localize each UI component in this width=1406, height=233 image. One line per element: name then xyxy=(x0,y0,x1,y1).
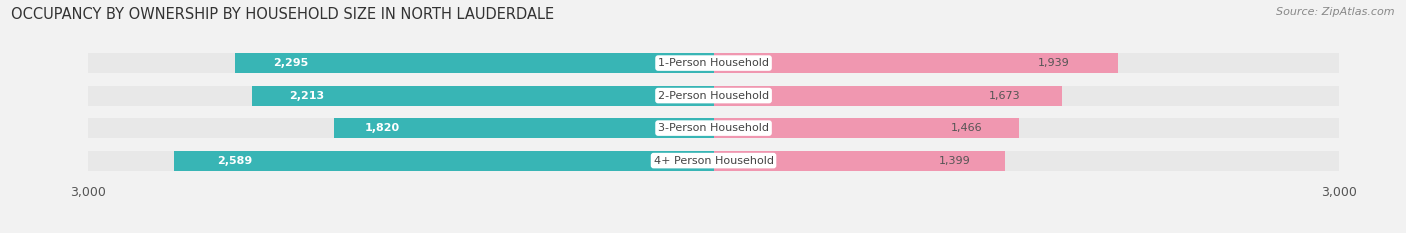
Text: 3-Person Household: 3-Person Household xyxy=(658,123,769,133)
Bar xyxy=(713,118,1339,138)
Text: Source: ZipAtlas.com: Source: ZipAtlas.com xyxy=(1277,7,1395,17)
Text: 1,939: 1,939 xyxy=(1038,58,1069,68)
Bar xyxy=(89,53,713,73)
Bar xyxy=(89,86,713,106)
Text: 1-Person Household: 1-Person Household xyxy=(658,58,769,68)
Text: 1,466: 1,466 xyxy=(950,123,983,133)
Text: OCCUPANCY BY OWNERSHIP BY HOUSEHOLD SIZE IN NORTH LAUDERDALE: OCCUPANCY BY OWNERSHIP BY HOUSEHOLD SIZE… xyxy=(11,7,554,22)
Text: 2-Person Household: 2-Person Household xyxy=(658,91,769,101)
Bar xyxy=(252,86,713,106)
Text: 2,589: 2,589 xyxy=(217,156,252,166)
Bar xyxy=(89,118,713,138)
Text: 1,820: 1,820 xyxy=(364,123,399,133)
Bar xyxy=(713,53,1339,73)
Bar xyxy=(89,151,713,171)
Text: 2,295: 2,295 xyxy=(274,58,309,68)
Bar xyxy=(713,118,1019,138)
Text: 1,399: 1,399 xyxy=(938,156,970,166)
Bar xyxy=(713,86,1339,106)
Bar xyxy=(713,151,1339,171)
Bar xyxy=(174,151,713,171)
Bar xyxy=(713,53,1118,73)
Text: 1,673: 1,673 xyxy=(988,91,1021,101)
Bar xyxy=(335,118,713,138)
Text: 2,213: 2,213 xyxy=(290,91,325,101)
Text: 4+ Person Household: 4+ Person Household xyxy=(654,156,773,166)
Bar xyxy=(235,53,713,73)
Bar xyxy=(713,151,1005,171)
Bar xyxy=(713,86,1063,106)
